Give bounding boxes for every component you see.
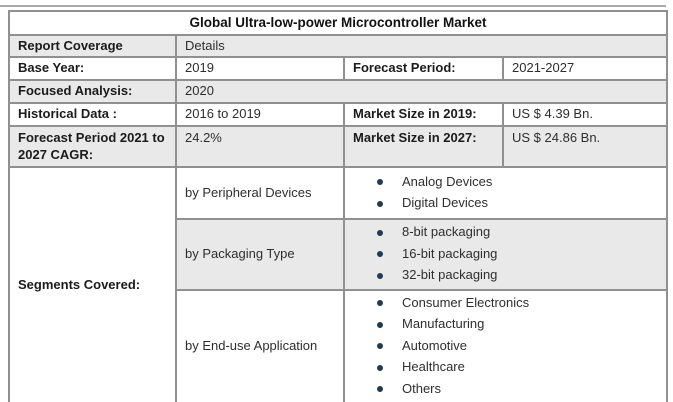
table-row: Historical Data : 2016 to 2019 Market Si… bbox=[8, 102, 669, 128]
table-row: Global Ultra-low-power Microcontroller M… bbox=[7, 10, 669, 36]
bullet-list: Analog Devices Digital Devices bbox=[353, 172, 658, 215]
list-item-label: Analog Devices bbox=[402, 173, 493, 189]
cell-report-coverage-value: Details bbox=[174, 33, 669, 59]
list-item-label: Manufacturing bbox=[402, 316, 485, 332]
list-item: 8-bit packaging bbox=[353, 222, 658, 244]
list-item-label: 32-bit packaging bbox=[402, 267, 498, 283]
table-row: Report Coverage Details bbox=[8, 33, 669, 59]
table-row: Focused Analysis: 2020 bbox=[8, 79, 669, 105]
cell-report-coverage-label: Report Coverage bbox=[8, 33, 177, 59]
bullet-list: Consumer Electronics Manufacturing Autom… bbox=[353, 293, 658, 401]
table-row: Base Year: 2019 Forecast Period: 2021-20… bbox=[8, 56, 669, 82]
list-item: Manufacturing bbox=[353, 314, 658, 336]
cell-market-size-2027-value: US $ 24.86 Bn. bbox=[501, 125, 669, 169]
bullet-icon bbox=[377, 272, 383, 279]
table-title: Global Ultra-low-power Microcontroller M… bbox=[7, 10, 669, 36]
bullet-icon bbox=[377, 321, 383, 328]
bullet-icon bbox=[377, 364, 383, 371]
market-report-table: Global Ultra-low-power Microcontroller M… bbox=[7, 10, 669, 402]
list-item: Automotive bbox=[353, 336, 658, 358]
list-item-label: Healthcare bbox=[402, 359, 465, 375]
cell-segment-group-peripheral: by Peripheral Devices bbox=[175, 166, 345, 221]
list-item-label: Consumer Electronics bbox=[402, 294, 530, 310]
cell-segment-items-enduse: Consumer Electronics Manufacturing Autom… bbox=[342, 288, 669, 402]
cell-base-year-label: Base Year: bbox=[8, 56, 177, 82]
cell-segment-group-packaging: by Packaging Type bbox=[175, 218, 345, 291]
cell-cagr-value: 24.2% bbox=[175, 125, 345, 169]
list-item-label: 16-bit packaging bbox=[402, 245, 498, 261]
cell-historical-data-label: Historical Data : bbox=[8, 102, 177, 128]
list-item: 32-bit packaging bbox=[353, 265, 658, 287]
list-item-label: Automotive bbox=[402, 337, 468, 353]
cell-segment-group-enduse: by End-use Application bbox=[175, 288, 345, 402]
bullet-icon bbox=[377, 386, 383, 393]
cell-segments-covered-label: Segments Covered: bbox=[8, 166, 177, 402]
cell-focused-analysis-label: Focused Analysis: bbox=[8, 79, 177, 105]
cell-market-size-2019-label: Market Size in 2019: bbox=[343, 102, 504, 128]
list-item-label: Others bbox=[402, 380, 442, 396]
cell-market-size-2027-label: Market Size in 2027: bbox=[343, 125, 504, 169]
cell-base-year-value: 2019 bbox=[175, 56, 345, 82]
list-item-label: Digital Devices bbox=[402, 195, 488, 211]
list-item: Analog Devices bbox=[353, 172, 658, 194]
bullet-icon bbox=[377, 200, 383, 207]
cell-forecast-period-label: Forecast Period: bbox=[343, 56, 504, 82]
top-divider-line bbox=[0, 5, 666, 7]
bullet-icon bbox=[377, 251, 383, 258]
cell-market-size-2019-value: US $ 4.39 Bn. bbox=[501, 102, 669, 128]
bullet-icon bbox=[377, 229, 383, 236]
table-row: Segments Covered: by Peripheral Devices … bbox=[8, 166, 669, 402]
table-row: by End-use Application Consumer Electron… bbox=[9, 288, 669, 402]
bullet-icon bbox=[377, 179, 383, 186]
table-row: Forecast Period 2021 to 2027 CAGR: 24.2%… bbox=[8, 125, 669, 169]
bullet-icon bbox=[377, 343, 383, 350]
list-item-label: 8-bit packaging bbox=[402, 224, 491, 240]
cell-forecast-period-value: 2021-2027 bbox=[501, 56, 669, 82]
list-item: Others bbox=[353, 379, 658, 401]
bullet-icon bbox=[377, 300, 383, 307]
cell-cagr-label: Forecast Period 2021 to 2027 CAGR: bbox=[8, 125, 177, 169]
table-row: by Packaging Type 8-bit packaging 16-bit… bbox=[9, 218, 669, 291]
list-item: Digital Devices bbox=[353, 193, 658, 215]
cell-segment-items-peripheral: Analog Devices Digital Devices bbox=[342, 166, 669, 221]
list-item: 16-bit packaging bbox=[353, 244, 658, 266]
cell-segment-items-packaging: 8-bit packaging 16-bit packaging 32-bit … bbox=[342, 218, 669, 291]
list-item: Consumer Electronics bbox=[353, 293, 658, 315]
cell-historical-data-value: 2016 to 2019 bbox=[175, 102, 345, 128]
bullet-list: 8-bit packaging 16-bit packaging 32-bit … bbox=[353, 222, 658, 287]
cell-focused-analysis-value: 2020 bbox=[174, 79, 669, 105]
list-item: Healthcare bbox=[353, 357, 658, 379]
